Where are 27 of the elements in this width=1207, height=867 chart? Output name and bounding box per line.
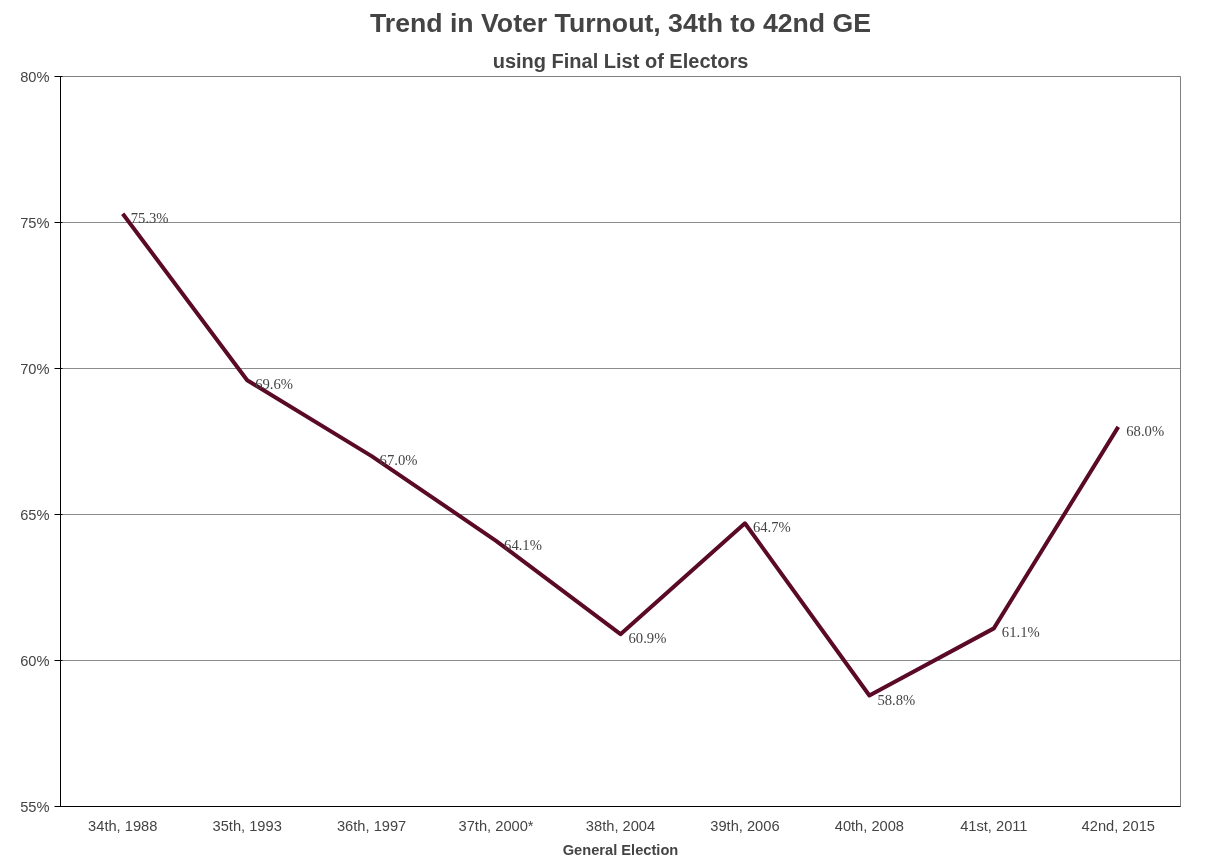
x-tick-label: 37th, 2000*	[458, 817, 534, 834]
x-tick-label: 39th, 2006	[710, 817, 780, 834]
data-label: 69.6%	[255, 376, 294, 393]
data-label: 64.7%	[752, 519, 791, 536]
x-tick-label: 40th, 2008	[834, 817, 905, 834]
data-label: 61.1%	[1001, 624, 1040, 641]
y-tick-label: 55%	[20, 798, 50, 815]
data-label: 64.1%	[504, 536, 542, 553]
y-tick-label: 75%	[20, 214, 50, 231]
data-label: 60.9%	[628, 630, 667, 647]
x-tick-label: 35th, 1993	[212, 817, 282, 834]
data-label: 58.8%	[877, 691, 916, 708]
y-tick-label: 70%	[20, 360, 50, 377]
data-label: 67.0%	[379, 452, 418, 469]
x-tick-label: 36th, 1997	[336, 817, 407, 834]
chart-title: Trend in Voter Turnout, 34th to 42nd GE	[369, 7, 872, 38]
x-axis-title: General Election	[562, 841, 679, 858]
chart-subtitle: using Final List of Electors	[492, 49, 749, 72]
data-label: 75.3%	[130, 209, 169, 226]
y-tick-label: 80%	[20, 68, 50, 85]
y-tick-label: 60%	[20, 652, 50, 669]
x-tick-label: 34th, 1988	[88, 817, 158, 834]
data-label: 68.0%	[1126, 422, 1165, 439]
x-tick-label: 38th, 2004	[585, 817, 656, 834]
x-tick-label: 41st, 2011	[960, 817, 1028, 834]
x-tick-label: 42nd, 2015	[1081, 817, 1155, 834]
y-tick-label: 65%	[20, 506, 50, 523]
